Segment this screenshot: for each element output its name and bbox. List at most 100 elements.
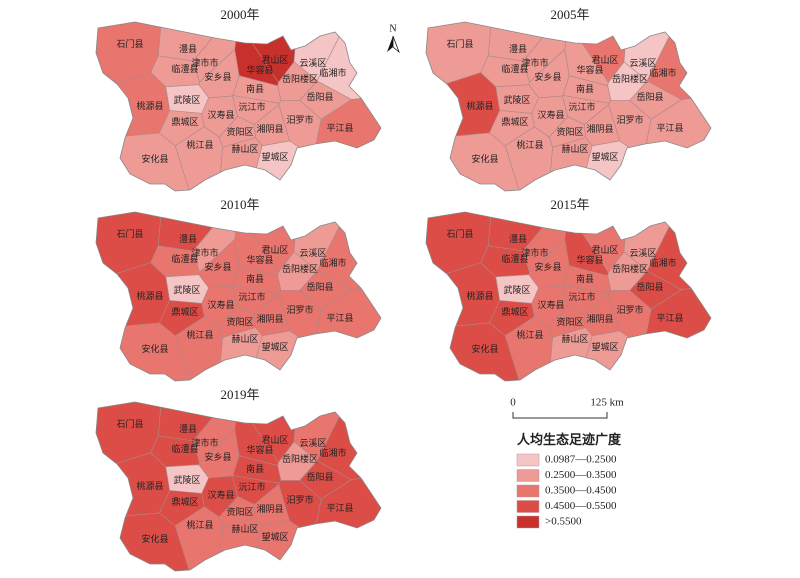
county-label: 安乡县 bbox=[204, 71, 231, 82]
county-label: 石门县 bbox=[446, 228, 473, 239]
legend-title: 人均生态足迹广度 bbox=[517, 432, 622, 447]
county-label: 津市市 bbox=[191, 437, 218, 448]
legend-label: 0.4500—0.5500 bbox=[545, 500, 617, 512]
north-arrow-left bbox=[387, 36, 393, 52]
county-label: 赫山区 bbox=[231, 334, 258, 344]
county-label: 资阳区 bbox=[226, 507, 253, 517]
county-label: 桃江县 bbox=[186, 519, 213, 530]
county-label: 资阳区 bbox=[556, 127, 583, 137]
county-label: 安乡县 bbox=[534, 261, 561, 272]
county-label: 澧县 bbox=[509, 43, 527, 54]
scale-start: 0 bbox=[510, 397, 516, 409]
county-label: 汉寿县 bbox=[207, 299, 234, 310]
county-label: 津市市 bbox=[191, 247, 218, 258]
county-label: 临湘市 bbox=[649, 67, 676, 78]
legend-swatch bbox=[516, 453, 540, 467]
legend-label: >0.5500 bbox=[545, 516, 582, 528]
county-label: 赫山区 bbox=[231, 144, 258, 154]
county-label: 安化县 bbox=[141, 343, 168, 354]
county-label: 华容县 bbox=[246, 444, 273, 455]
county-label: 汉寿县 bbox=[207, 109, 234, 120]
county-label: 武陵区 bbox=[503, 94, 530, 105]
legend-swatch bbox=[516, 484, 540, 498]
county-label: 云溪区 bbox=[299, 57, 326, 68]
county-label: 望城区 bbox=[261, 151, 288, 162]
county-label: 湘阴县 bbox=[586, 123, 613, 134]
county-label: 君山区 bbox=[261, 245, 288, 255]
county-label: 湘阴县 bbox=[256, 503, 283, 514]
county-label: 汉寿县 bbox=[207, 489, 234, 500]
county-label: 石门县 bbox=[116, 418, 143, 429]
county-label: 平江县 bbox=[326, 123, 353, 133]
county-label: 汉寿县 bbox=[537, 299, 564, 310]
counties bbox=[96, 402, 381, 571]
county-label: 津市市 bbox=[521, 247, 548, 258]
county-label: 安化县 bbox=[471, 343, 498, 354]
legend-swatch bbox=[516, 500, 540, 513]
county-label: 云溪区 bbox=[629, 247, 656, 258]
panel-title: 2010年 bbox=[220, 197, 259, 212]
county-label: 赫山区 bbox=[561, 334, 588, 344]
scale-end: 125 km bbox=[590, 397, 624, 409]
outline bbox=[95, 21, 382, 192]
county-label: 望城区 bbox=[591, 151, 618, 162]
county-label: 平江县 bbox=[656, 123, 683, 133]
county-label: 沅江市 bbox=[238, 101, 265, 112]
county-label: 平江县 bbox=[326, 503, 353, 513]
county-label: 鼎城区 bbox=[501, 117, 528, 127]
county-label: 君山区 bbox=[261, 435, 288, 445]
legend-label: 0.3500—0.4500 bbox=[545, 485, 617, 497]
county-label: 武陵区 bbox=[503, 284, 530, 295]
county-label: 桃江县 bbox=[186, 329, 213, 340]
county-label: 岳阳县 bbox=[636, 281, 663, 292]
county-label: 沅江市 bbox=[568, 291, 595, 302]
north-label: N bbox=[389, 23, 396, 34]
county-label: 云溪区 bbox=[629, 57, 656, 68]
county-label: 岳阳县 bbox=[306, 471, 333, 482]
county-label: 桃源县 bbox=[466, 290, 493, 301]
county-label: 鼎城区 bbox=[171, 497, 198, 507]
county-label: 安化县 bbox=[141, 533, 168, 544]
panel-title: 2005年 bbox=[550, 7, 589, 22]
county-label: 临湘市 bbox=[649, 257, 676, 268]
county-label: 澧县 bbox=[179, 423, 197, 434]
counties bbox=[96, 212, 381, 381]
county-label: 石门县 bbox=[446, 38, 473, 49]
county-label: 石门县 bbox=[116, 228, 143, 239]
north-arrow: N bbox=[387, 23, 400, 54]
north-arrow-right bbox=[392, 35, 400, 54]
county-label: 君山区 bbox=[591, 55, 618, 65]
legend-label: 0.2500—0.3500 bbox=[545, 469, 617, 481]
county-label: 安化县 bbox=[471, 153, 498, 164]
county-label: 桃源县 bbox=[136, 100, 163, 111]
county-label: 君山区 bbox=[591, 245, 618, 255]
county-label: 沅江市 bbox=[238, 481, 265, 492]
county-label: 望城区 bbox=[261, 531, 288, 542]
county-label: 湘阴县 bbox=[256, 123, 283, 134]
counties bbox=[96, 22, 381, 191]
county-label: 汨罗市 bbox=[286, 494, 313, 505]
county-label: 武陵区 bbox=[173, 474, 200, 485]
county-label: 津市市 bbox=[191, 57, 218, 68]
county-label: 平江县 bbox=[326, 313, 353, 323]
county-label: 沅江市 bbox=[568, 101, 595, 112]
county-label: 澧县 bbox=[179, 233, 197, 244]
county-label: 桃源县 bbox=[136, 480, 163, 491]
county-label: 岳阳楼区 bbox=[282, 263, 318, 274]
scale-bar: 0 125 km bbox=[510, 397, 624, 419]
county-label: 南县 bbox=[246, 463, 264, 474]
county-label: 安化县 bbox=[141, 153, 168, 164]
county-label: 望城区 bbox=[261, 341, 288, 352]
outline bbox=[425, 21, 712, 192]
county-label: 澧县 bbox=[179, 43, 197, 54]
county-label: 南县 bbox=[246, 83, 264, 94]
county-label: 桃江县 bbox=[186, 139, 213, 150]
county-label: 石门县 bbox=[116, 38, 143, 49]
outline bbox=[95, 401, 382, 572]
county-label: 临湘市 bbox=[319, 67, 346, 78]
county-label: 沅江市 bbox=[238, 291, 265, 302]
counties bbox=[426, 22, 711, 191]
county-label: 岳阳县 bbox=[636, 91, 663, 102]
